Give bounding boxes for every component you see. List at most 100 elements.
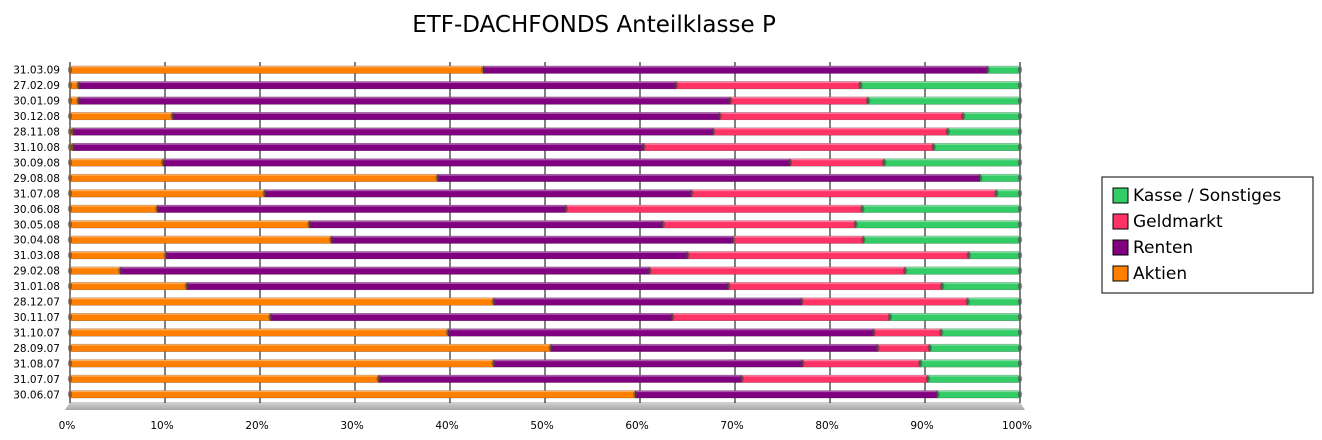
bar-highlight	[884, 158, 1020, 161]
bar-segment-cap	[170, 112, 175, 120]
bar-segment-cap	[685, 251, 690, 259]
y-tick-label: 30.11.07	[13, 312, 60, 324]
legend-swatch	[1112, 265, 1129, 282]
bar-highlight	[713, 127, 948, 130]
x-tick-label: 100%	[1002, 420, 1032, 432]
legend-label: Geldmarkt	[1133, 212, 1223, 232]
legend-label: Aktien	[1133, 264, 1187, 284]
bar-segment-cap	[935, 390, 940, 398]
bar-highlight	[927, 375, 1020, 377]
bar-segment-cap	[67, 329, 73, 336]
bar-segment-cap	[548, 344, 553, 352]
x-tick-label: 30%	[340, 420, 363, 432]
bar-highlight	[70, 282, 187, 284]
bar-segment-cap	[435, 174, 440, 182]
bar-segment-cap	[925, 375, 931, 383]
y-tick-label: 31.01.08	[13, 281, 60, 293]
bar-segment-cap	[67, 205, 73, 213]
bar-segment-cap	[491, 298, 496, 305]
bar-segment-cap	[70, 143, 76, 151]
bar-highlight	[437, 174, 981, 176]
bar-highlight	[70, 174, 438, 176]
bar-segment-cap	[1017, 159, 1023, 166]
bar-segment-cap	[965, 298, 970, 305]
bar-highlight	[868, 96, 1020, 99]
x-tick-label: 0%	[59, 420, 76, 432]
bar-segment-cap	[1017, 313, 1023, 321]
x-tick-label: 40%	[435, 420, 458, 432]
bar-segment-cap	[633, 390, 638, 398]
bar-highlight	[929, 344, 1020, 346]
bar-segment-cap	[730, 236, 736, 244]
bar-highlight	[70, 220, 310, 223]
bar-segment-cap	[938, 329, 944, 336]
bar-segment-cap	[163, 251, 169, 259]
y-tick-label: 30.09.08	[13, 157, 60, 169]
bar-segment-cap	[717, 112, 722, 120]
bar-highlight	[728, 282, 943, 284]
bar-highlight	[378, 375, 742, 377]
y-tick-label: 30.05.08	[13, 219, 60, 231]
bar-highlight	[72, 127, 714, 130]
bar-highlight	[719, 112, 963, 114]
bar-segment-cap	[70, 128, 76, 135]
bar-segment-cap	[1017, 329, 1023, 336]
x-tick-label: 80%	[815, 420, 838, 432]
bar-highlight	[937, 390, 1020, 393]
bar-highlight	[165, 251, 688, 254]
bar-highlight	[565, 205, 863, 207]
bar-segment-cap	[966, 251, 971, 259]
bar-highlight	[941, 328, 1020, 331]
bar-highlight	[309, 220, 663, 223]
bar-segment-cap	[689, 189, 694, 197]
bar-highlight	[70, 390, 636, 393]
bar-highlight	[635, 390, 938, 393]
bar-segment-cap	[67, 313, 73, 321]
bar-segment-cap	[800, 359, 805, 367]
bar-highlight	[70, 143, 73, 145]
bar-segment-cap	[853, 220, 858, 228]
bar-highlight	[920, 359, 1020, 362]
bar-segment-cap	[739, 375, 744, 383]
bar-highlight	[676, 81, 861, 84]
x-axis-labels: 0% 10% 20% 30% 40% 50% 60% 70% 80% 90% 100%	[59, 420, 1032, 432]
bar-highlight	[70, 158, 164, 161]
chart-floor	[65, 402, 1025, 410]
y-tick-label: 31.03.09	[13, 65, 60, 77]
bar-segment-cap	[670, 313, 675, 321]
bar-segment-cap	[887, 313, 893, 321]
legend: Kasse / Sonstiges Geldmarkt Renten Aktien	[1101, 176, 1314, 294]
bar-segment-cap	[184, 282, 190, 290]
bar-segment-cap	[918, 359, 923, 367]
bar-segment-cap	[118, 267, 123, 275]
bar-highlight	[264, 189, 692, 192]
bar-segment-cap	[67, 174, 73, 182]
legend-box	[1101, 176, 1314, 294]
y-tick-label: 31.03.08	[13, 250, 60, 262]
bar-segment-cap	[268, 313, 273, 321]
bar-segment-cap	[1017, 236, 1023, 244]
bar-segment-cap	[1017, 298, 1023, 305]
x-tick-label: 90%	[910, 420, 933, 432]
bar-segment-cap	[376, 375, 381, 383]
bar-highlight	[672, 313, 890, 315]
bar-segment-cap	[927, 344, 932, 352]
bar-highlight	[72, 143, 644, 145]
bar-segment-cap	[994, 189, 999, 197]
bar-segment-cap	[76, 81, 81, 89]
bar-highlight	[947, 127, 1020, 130]
bar-segment-cap	[1017, 267, 1023, 275]
y-tick-label: 29.02.08	[13, 266, 60, 278]
bar-segment-cap	[67, 112, 73, 120]
bar-segment-cap	[67, 97, 73, 105]
bar-segment-cap	[1017, 174, 1023, 182]
bar-segment-cap	[1017, 112, 1023, 120]
bar-highlight	[483, 65, 988, 68]
bar-highlight	[996, 189, 1020, 192]
bar-segment-cap	[726, 282, 731, 290]
bar-highlight	[873, 328, 942, 331]
bar-segment-cap	[67, 81, 73, 89]
bar-segment-cap	[67, 189, 73, 197]
bar-highlight	[863, 235, 1020, 238]
